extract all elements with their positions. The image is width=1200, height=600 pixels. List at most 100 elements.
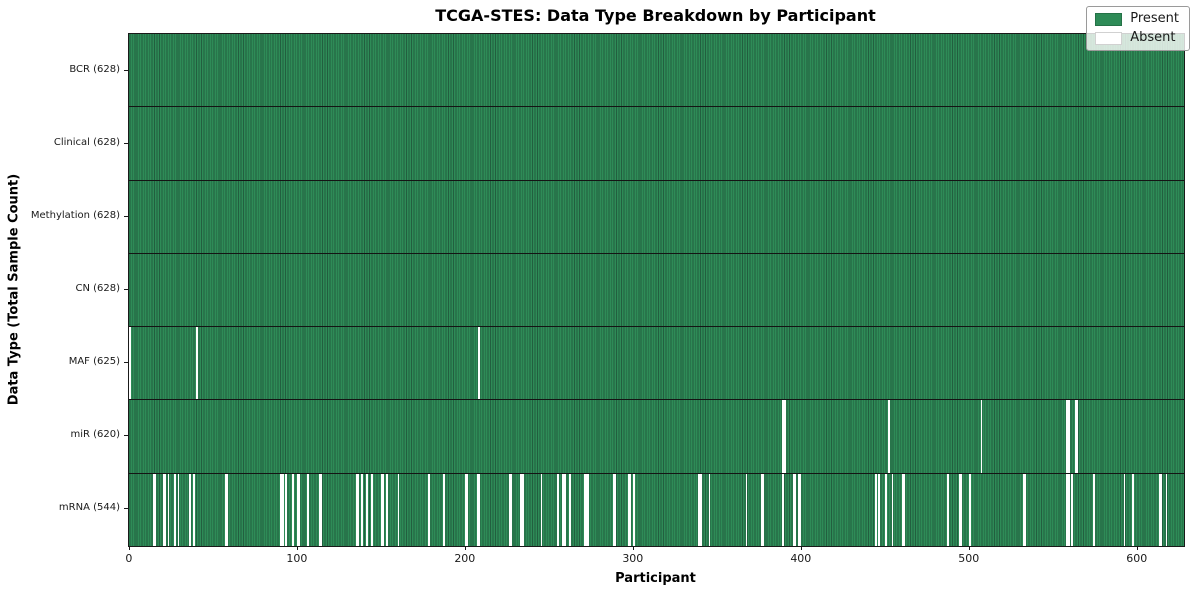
absent-stripe bbox=[958, 473, 963, 546]
absent-stripe bbox=[1071, 473, 1074, 546]
absent-stripe bbox=[370, 473, 373, 546]
absent-stripe bbox=[177, 473, 180, 546]
y-tick-mark bbox=[124, 362, 128, 364]
absent-stripe bbox=[540, 473, 543, 546]
legend-entry-present: Present bbox=[1095, 12, 1179, 26]
absent-stripe bbox=[612, 473, 617, 546]
absent-stripe bbox=[174, 473, 177, 546]
row-maf bbox=[129, 326, 1184, 400]
absent-stripe bbox=[562, 473, 566, 546]
absent-stripe bbox=[792, 473, 796, 546]
absent-stripe bbox=[196, 327, 198, 400]
absent-stripe bbox=[167, 473, 170, 546]
present-swatch-icon bbox=[1095, 12, 1123, 26]
x-tick-label: 0 bbox=[125, 552, 133, 565]
absent-stripe bbox=[874, 473, 877, 546]
absent-stripe bbox=[1123, 473, 1126, 546]
absent-stripe bbox=[782, 473, 785, 546]
y-tick-label: mRNA (544) bbox=[58, 502, 120, 514]
absent-stripe bbox=[318, 473, 323, 546]
absent-stripe bbox=[708, 473, 711, 546]
chart-title: TCGA-STES: Data Type Breakdown by Partic… bbox=[435, 6, 876, 25]
absent-stripe bbox=[307, 473, 309, 546]
y-tick-label: CN (628) bbox=[75, 283, 120, 294]
absent-stripe bbox=[698, 473, 702, 546]
absent-stripe bbox=[443, 473, 445, 546]
absent-stripe bbox=[397, 473, 400, 546]
absent-stripe bbox=[557, 473, 560, 546]
absent-stripe bbox=[1165, 473, 1168, 546]
y-tick-mark bbox=[124, 508, 128, 510]
y-tick-mark bbox=[124, 435, 128, 437]
x-axis-title: Participant bbox=[615, 571, 696, 586]
absent-stripe bbox=[285, 473, 287, 546]
x-tick-mark bbox=[632, 546, 634, 550]
y-tick-label: BCR (628) bbox=[69, 63, 120, 75]
absent-stripe bbox=[162, 473, 166, 546]
absent-stripe bbox=[627, 473, 632, 546]
absent-stripe bbox=[508, 473, 513, 546]
absent-stripe bbox=[520, 473, 524, 546]
y-tick-label: MAF (625) bbox=[68, 356, 120, 368]
x-tick-label: 600 bbox=[1126, 552, 1148, 565]
row-methylation bbox=[129, 179, 1184, 253]
absent-stripe bbox=[1093, 473, 1095, 546]
x-tick-mark bbox=[1136, 546, 1138, 550]
absent-stripe bbox=[760, 473, 764, 546]
legend-label: Present bbox=[1130, 11, 1179, 26]
x-tick-label: 500 bbox=[958, 552, 980, 565]
absent-stripe bbox=[380, 473, 385, 546]
row-mrna bbox=[129, 472, 1184, 546]
absent-stripe bbox=[884, 473, 887, 546]
absent-stripe bbox=[386, 473, 388, 546]
legend-entry-absent: Absent bbox=[1095, 31, 1179, 45]
absent-stripe bbox=[428, 473, 430, 546]
x-tick-label: 400 bbox=[790, 552, 812, 565]
x-tick-mark bbox=[464, 546, 466, 550]
x-tick-mark bbox=[968, 546, 970, 550]
legend: Present Absent bbox=[1086, 6, 1190, 51]
absent-stripe bbox=[189, 473, 192, 546]
y-tick-label: Clinical (628) bbox=[53, 136, 120, 148]
row-mir bbox=[129, 399, 1184, 473]
x-tick-mark bbox=[128, 546, 130, 550]
absent-stripe bbox=[878, 473, 880, 546]
absent-swatch-icon bbox=[1095, 31, 1123, 45]
y-tick-mark bbox=[124, 289, 128, 290]
legend-label: Absent bbox=[1130, 30, 1176, 45]
absent-stripe bbox=[129, 327, 131, 400]
x-tick-label: 200 bbox=[454, 552, 476, 565]
absent-stripe bbox=[355, 473, 360, 546]
absent-stripe bbox=[192, 473, 195, 546]
absent-stripe bbox=[280, 473, 284, 546]
absent-stripe bbox=[569, 473, 571, 546]
absent-stripe bbox=[947, 473, 949, 546]
absent-stripe bbox=[797, 473, 801, 546]
x-tick-mark bbox=[296, 546, 298, 550]
absent-stripe bbox=[478, 327, 481, 400]
absent-stripe bbox=[1158, 473, 1163, 546]
absent-stripe bbox=[464, 473, 469, 546]
plot-area bbox=[128, 33, 1185, 547]
absent-stripe bbox=[1022, 473, 1027, 546]
absent-stripe bbox=[901, 473, 906, 546]
absent-stripe bbox=[360, 473, 363, 546]
absent-stripe bbox=[1066, 473, 1070, 546]
absent-stripe bbox=[476, 473, 481, 546]
y-tick-label: miR (620) bbox=[70, 429, 120, 441]
absent-stripe bbox=[584, 473, 590, 546]
absent-stripe bbox=[980, 400, 983, 473]
absent-stripe bbox=[152, 473, 156, 546]
y-tick-mark bbox=[124, 69, 128, 71]
row-cn bbox=[129, 252, 1184, 327]
x-tick-mark bbox=[800, 546, 802, 550]
x-tick-label: 300 bbox=[622, 552, 644, 565]
absent-stripe bbox=[296, 473, 301, 546]
row-clinical bbox=[129, 106, 1184, 180]
absent-stripe bbox=[1074, 400, 1079, 473]
absent-stripe bbox=[968, 473, 971, 546]
y-tick-label: Methylation (628) bbox=[30, 209, 120, 221]
y-tick-mark bbox=[124, 215, 128, 217]
absent-stripe bbox=[745, 473, 748, 546]
absent-stripe bbox=[1066, 400, 1070, 473]
